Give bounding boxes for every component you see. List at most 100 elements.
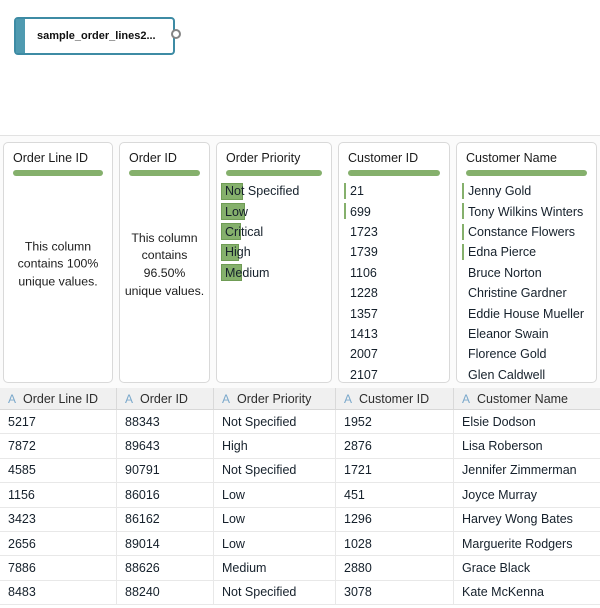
profile-column-customer-name: Customer Name Jenny Gold Tony Wilkins Wint… — [453, 142, 600, 388]
profile-value-row[interactable]: Constance Flowers — [462, 222, 587, 242]
profile-value-row[interactable]: 699 — [344, 201, 440, 221]
profile-value-row[interactable]: 1413 — [344, 324, 440, 344]
profile-value-row[interactable]: Bruce Norton — [462, 263, 587, 283]
table-row[interactable]: 8483 88240 Not Specified 3078 Kate McKenna — [0, 580, 600, 606]
profile-value-label: Glen Caldwell — [468, 367, 546, 382]
data-grid-body: 5217 88343 Not Specified 1952 Elsie Dodson 78… — [0, 410, 600, 606]
table-cell: Not Specified — [213, 458, 335, 483]
histogram-label: Medium — [225, 265, 270, 280]
table-cell: 86016 — [116, 483, 213, 507]
column-header-order-priority[interactable]: A Order Priority — [213, 388, 335, 409]
profile-value-label: Tony Wilkins Winters — [468, 204, 584, 219]
profile-value-row[interactable]: Jenny Gold — [462, 181, 587, 201]
table-row[interactable]: 7872 89643 High 2876 Lisa Roberson — [0, 434, 600, 459]
profile-card-order-priority[interactable]: Order Priority Not Specified Low Critical Hi… — [216, 142, 332, 383]
profile-value-row[interactable]: 21 — [344, 181, 440, 201]
profile-value-row[interactable]: 1106 — [344, 263, 440, 283]
flow-node-sample-order-lines[interactable]: sample_order_lines2... — [14, 17, 181, 55]
profile-value-row[interactable]: 1228 — [344, 283, 440, 303]
histogram-row-low[interactable]: Low — [221, 201, 322, 221]
histogram-label: Critical — [225, 224, 264, 239]
profile-value-row[interactable]: 2107 — [344, 365, 440, 385]
text-type-icon: A — [462, 391, 471, 406]
profile-column-customer-id: Customer ID 21 699 1723 1739 1106 1228 1357 1413… — [335, 142, 453, 388]
text-type-icon: A — [125, 391, 134, 406]
table-cell: 8483 — [8, 585, 36, 600]
table-cell: 89643 — [116, 434, 213, 458]
table-cell: 88626 — [116, 556, 213, 580]
table-cell: 451 — [335, 483, 453, 507]
table-cell: Low — [213, 483, 335, 507]
profile-value-row[interactable]: 1739 — [344, 242, 440, 262]
histogram-label: Not Specified — [225, 184, 300, 199]
column-header-order-line-id[interactable]: A Order Line ID — [0, 388, 116, 409]
profile-value-label: Constance Flowers — [468, 224, 575, 239]
profile-column-order-priority: Order Priority Not Specified Low Critical Hi… — [213, 142, 335, 388]
profile-card-order-id[interactable]: Order ID This column contains 96.50% uniq… — [119, 142, 210, 383]
histogram-bar — [221, 182, 243, 200]
table-cell: Not Specified — [213, 410, 335, 434]
histogram-bar — [221, 243, 239, 261]
profile-value-row[interactable]: Eddie House Mueller — [462, 303, 587, 323]
column-header-label: Order Line ID — [23, 391, 99, 406]
table-cell: 88240 — [116, 580, 213, 605]
profile-value-row[interactable]: 2007 — [344, 344, 440, 364]
profile-value-row[interactable]: Florence Gold — [462, 344, 587, 364]
histogram-row-medium[interactable]: Medium — [221, 263, 322, 283]
histogram-bar — [221, 223, 241, 241]
profile-value-label: 2107 — [350, 367, 378, 382]
profile-value-list: Jenny Gold Tony Wilkins Winters Constance … — [462, 181, 587, 385]
histogram-row-critical[interactable]: Critical — [221, 222, 322, 242]
profile-value-row[interactable]: Edna Pierce — [462, 242, 587, 262]
profile-card-order-line-id[interactable]: Order Line ID This column contains 100% u… — [3, 142, 113, 383]
profile-value-label: 21 — [350, 184, 364, 199]
table-cell: Lisa Roberson — [453, 434, 600, 458]
node-label: sample_order_lines2... — [37, 30, 156, 42]
table-cell: Harvey Wong Bates — [453, 507, 600, 531]
profile-card-customer-id[interactable]: Customer ID 21 699 1723 1739 1106 1228 1357 1413… — [338, 142, 450, 383]
frequency-tick — [462, 244, 464, 261]
profile-value-label: 1357 — [350, 306, 378, 321]
text-type-icon: A — [8, 391, 17, 406]
table-cell: 7872 — [8, 439, 36, 454]
profile-card-customer-name[interactable]: Customer Name Jenny Gold Tony Wilkins Wint… — [456, 142, 597, 383]
profile-histogram: Not Specified Low Critical High Medium — [221, 181, 322, 283]
column-header-customer-name[interactable]: A Customer Name — [453, 388, 600, 409]
table-row[interactable]: 7886 88626 Medium 2880 Grace Black — [0, 556, 600, 581]
table-row[interactable]: 2656 89014 Low 1028 Marguerite Rodgers — [0, 531, 600, 557]
node-output-port-icon[interactable] — [171, 29, 181, 39]
table-cell: 3423 — [8, 512, 36, 527]
table-cell: Not Specified — [213, 580, 335, 605]
table-cell: Low — [213, 507, 335, 531]
column-header-order-id[interactable]: A Order ID — [116, 388, 213, 409]
profile-value-row[interactable]: 1357 — [344, 303, 440, 323]
column-header-label: Order Priority — [237, 391, 312, 406]
table-cell: 1028 — [335, 531, 453, 556]
profile-value-row[interactable]: Tony Wilkins Winters — [462, 201, 587, 221]
column-header-customer-id[interactable]: A Customer ID — [335, 388, 453, 409]
histogram-bar — [221, 202, 245, 220]
text-type-icon: A — [222, 391, 231, 406]
histogram-row-not-specified[interactable]: Not Specified — [221, 181, 322, 201]
histogram-row-high[interactable]: High — [221, 242, 322, 262]
profile-value-row[interactable]: Eleanor Swain — [462, 324, 587, 344]
table-row[interactable]: 1156 86016 Low 451 Joyce Murray — [0, 483, 600, 508]
profile-value-row[interactable]: Christine Gardner — [462, 283, 587, 303]
table-cell: Medium — [213, 556, 335, 580]
column-header-label: Order ID — [140, 391, 188, 406]
table-row[interactable]: 3423 86162 Low 1296 Harvey Wong Bates — [0, 507, 600, 532]
profile-column-order-id: Order ID This column contains 96.50% uniq… — [116, 142, 213, 388]
profile-value-label: Eleanor Swain — [468, 326, 549, 341]
data-grid-header: A Order Line ID A Order ID A Order Priority A C… — [0, 388, 600, 410]
profile-value-label: Jenny Gold — [468, 184, 532, 199]
profile-value-row[interactable]: 1723 — [344, 222, 440, 242]
profile-value-label: Florence Gold — [468, 347, 547, 362]
table-row[interactable]: 4585 90791 Not Specified 1721 Jennifer Zimme… — [0, 458, 600, 484]
table-cell: 90791 — [116, 458, 213, 483]
profile-card-underline — [129, 170, 200, 176]
profile-value-row[interactable]: Glen Caldwell — [462, 365, 587, 385]
flow-canvas[interactable]: sample_order_lines2... — [0, 0, 600, 136]
histogram-bar — [221, 264, 242, 282]
table-row[interactable]: 5217 88343 Not Specified 1952 Elsie Dodson — [0, 410, 600, 435]
profile-card-underline — [226, 170, 322, 176]
